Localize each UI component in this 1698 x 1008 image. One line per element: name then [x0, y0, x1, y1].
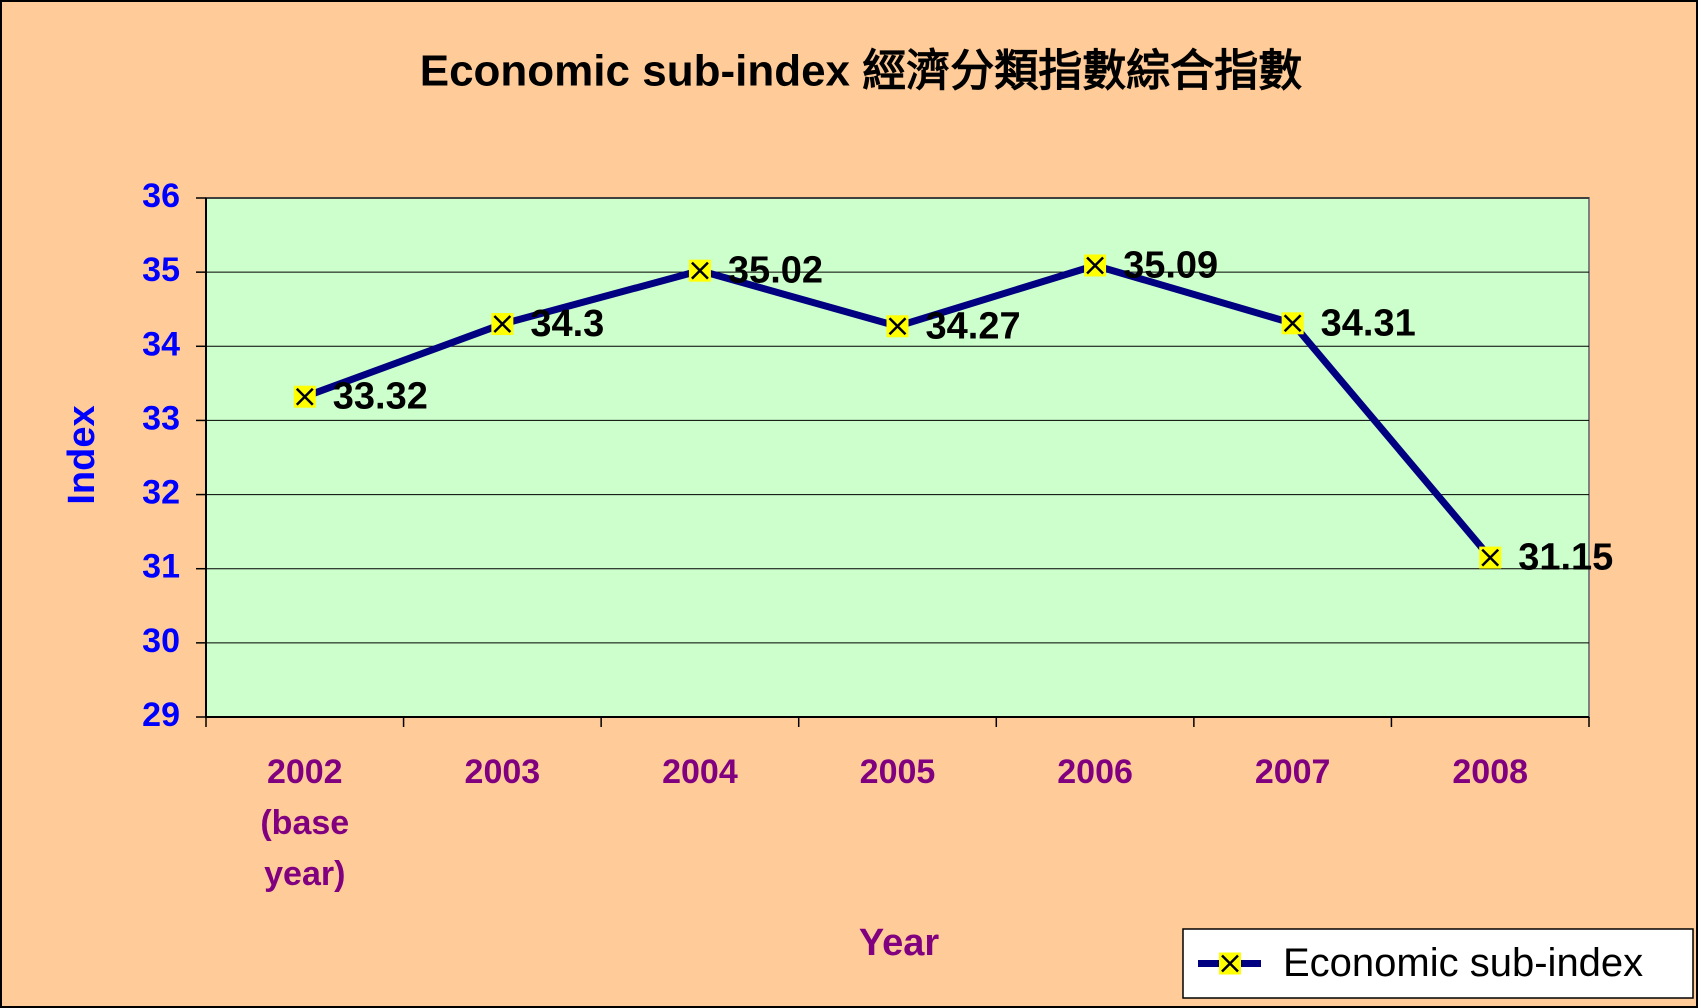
legend-marker	[1219, 953, 1241, 975]
marker	[1282, 312, 1304, 334]
x-tick-label: 2006	[1057, 753, 1133, 791]
y-tick-label: 35	[142, 251, 180, 289]
data-label: 34.31	[1321, 302, 1416, 344]
x-tick-label: 2005	[860, 753, 936, 791]
marker	[1479, 547, 1501, 569]
data-label: 33.32	[333, 376, 428, 418]
marker	[294, 386, 316, 408]
marker	[689, 260, 711, 282]
marker	[887, 315, 909, 337]
legend-label: Economic sub-index	[1283, 941, 1643, 985]
marker	[491, 313, 513, 335]
y-tick-label: 33	[142, 399, 180, 437]
y-tick-label: 34	[142, 325, 180, 363]
x-tick-label: 2007	[1255, 753, 1331, 791]
x-tick-label: 2003	[465, 753, 541, 791]
chart-title: Economic sub-index 經濟分類指數綜合指數	[420, 47, 1303, 96]
data-label: 35.09	[1123, 245, 1218, 287]
data-label: 34.27	[926, 305, 1021, 347]
data-label: 35.02	[728, 250, 823, 292]
x-tick-label: 2008	[1452, 753, 1528, 791]
data-label: 31.15	[1518, 537, 1613, 579]
plot-area	[206, 198, 1589, 717]
data-label: 34.3	[530, 303, 604, 345]
marker	[1084, 254, 1106, 276]
y-axis-label: Index	[61, 405, 103, 504]
x-tick-label: 2004	[662, 753, 738, 791]
x-axis-label: Year	[859, 922, 940, 964]
y-tick-label: 36	[142, 177, 180, 215]
chart: Economic sub-index 經濟分類指數綜合指數 Year Index…	[0, 0, 1698, 1008]
y-tick-label: 29	[142, 696, 180, 734]
y-tick-label: 30	[142, 622, 180, 660]
y-tick-label: 32	[142, 474, 180, 512]
y-tick-label: 31	[142, 548, 180, 586]
